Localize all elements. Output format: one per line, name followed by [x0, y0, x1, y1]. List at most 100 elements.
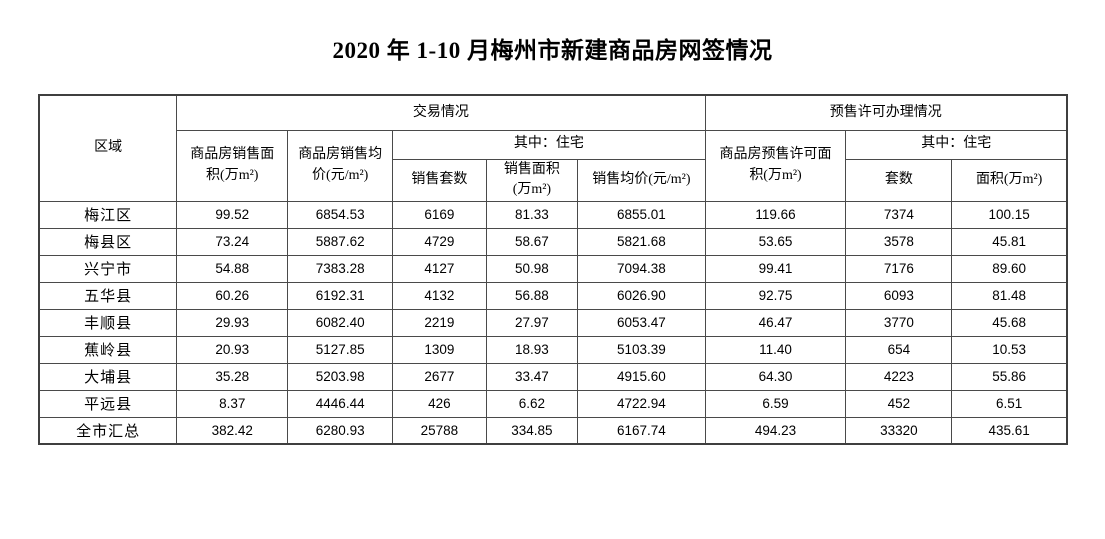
table-cell: 426	[392, 389, 487, 418]
col-header-region: 区域	[38, 94, 178, 202]
region-cell: 梅江区	[38, 200, 178, 229]
table-cell: 89.60	[951, 254, 1068, 283]
table-header: 区域 交易情况 预售许可办理情况 商品房销售面 积(万m²) 商品房销售均 价(…	[38, 94, 1068, 202]
table-cell: 6192.31	[287, 281, 394, 310]
table-cell: 7374	[845, 200, 953, 229]
table-cell: 4729	[392, 227, 487, 256]
table-cell: 6169	[392, 200, 487, 229]
table-cell: 73.24	[176, 227, 289, 256]
table-cell: 50.98	[485, 254, 579, 283]
table-cell: 64.30	[704, 362, 847, 391]
table-cell: 29.93	[176, 308, 289, 337]
table-cell: 11.40	[704, 335, 847, 364]
table-cell: 8.37	[176, 389, 289, 418]
table-cell: 5127.85	[287, 335, 394, 364]
col-header-presale-area: 商品房预售许可面 积(万m²)	[704, 129, 847, 202]
table-cell: 81.33	[485, 200, 579, 229]
table-row: 五华县 60.26 6192.31 4132 56.88 6026.90 92.…	[38, 281, 1068, 310]
table-cell: 2677	[392, 362, 487, 391]
region-cell: 兴宁市	[38, 254, 178, 283]
region-cell: 五华县	[38, 281, 178, 310]
table-cell: 33.47	[485, 362, 579, 391]
col-header-res-sales-price: 销售均价(元/m²)	[577, 158, 706, 202]
table-cell: 6.59	[704, 389, 847, 418]
document-page: 2020 年 1-10 月梅州市新建商品房网签情况 区域 交易情况 预售许可办理…	[0, 31, 1105, 445]
table-cell: 92.75	[704, 281, 847, 310]
table-cell: 27.97	[485, 308, 579, 337]
table-cell: 5887.62	[287, 227, 394, 256]
col-group-presale: 预售许可办理情况	[704, 94, 1068, 131]
table-cell: 60.26	[176, 281, 289, 310]
table-cell: 6082.40	[287, 308, 394, 337]
table-cell: 25788	[392, 416, 487, 445]
table-cell: 53.65	[704, 227, 847, 256]
table-cell: 3770	[845, 308, 953, 337]
region-cell: 梅县区	[38, 227, 178, 256]
table-cell: 7176	[845, 254, 953, 283]
table-cell: 6026.90	[577, 281, 706, 310]
table-cell: 4915.60	[577, 362, 706, 391]
region-cell: 平远县	[38, 389, 178, 418]
table-cell: 6855.01	[577, 200, 706, 229]
table-row: 大埔县 35.28 5203.98 2677 33.47 4915.60 64.…	[38, 362, 1068, 391]
table-cell: 5103.39	[577, 335, 706, 364]
table-cell: 7383.28	[287, 254, 394, 283]
table-row: 平远县 8.37 4446.44 426 6.62 4722.94 6.59 4…	[38, 389, 1068, 418]
table-cell: 1309	[392, 335, 487, 364]
table-cell: 33320	[845, 416, 953, 445]
table-cell: 55.86	[951, 362, 1068, 391]
col-group-transaction: 交易情况	[176, 94, 706, 131]
table-cell: 4722.94	[577, 389, 706, 418]
table-cell: 6093	[845, 281, 953, 310]
table-cell: 4223	[845, 362, 953, 391]
table-cell: 6167.74	[577, 416, 706, 445]
table-cell: 56.88	[485, 281, 579, 310]
table-cell: 334.85	[485, 416, 579, 445]
table-row: 丰顺县 29.93 6082.40 2219 27.97 6053.47 46.…	[38, 308, 1068, 337]
page-title: 2020 年 1-10 月梅州市新建商品房网签情况	[332, 38, 773, 63]
table-cell: 3578	[845, 227, 953, 256]
table-cell: 654	[845, 335, 953, 364]
table-cell: 81.48	[951, 281, 1068, 310]
table-row: 梅县区 73.24 5887.62 4729 58.67 5821.68 53.…	[38, 227, 1068, 256]
table-body: 梅江区 99.52 6854.53 6169 81.33 6855.01 119…	[38, 200, 1068, 445]
table-cell: 4132	[392, 281, 487, 310]
table-cell: 119.66	[704, 200, 847, 229]
table-cell: 45.81	[951, 227, 1068, 256]
header-row-subgroups: 商品房销售面 积(万m²) 商品房销售均 价(元/m²) 其中：住宅 商品房预售…	[39, 129, 1068, 202]
table-cell: 6280.93	[287, 416, 394, 445]
table-cell: 382.42	[176, 416, 289, 445]
table-cell: 452	[845, 389, 953, 418]
col-header-presale-units: 套数	[845, 158, 953, 202]
col-group-presale-residential: 其中：住宅	[845, 129, 1068, 160]
table-cell: 45.68	[951, 308, 1068, 337]
table-cell: 6854.53	[287, 200, 394, 229]
table-cell: 6053.47	[577, 308, 706, 337]
housing-signing-table: 区域 交易情况 预售许可办理情况 商品房销售面 积(万m²) 商品房销售均 价(…	[38, 94, 1068, 445]
region-cell: 蕉岭县	[38, 335, 178, 364]
table-cell: 4127	[392, 254, 487, 283]
table-cell: 58.67	[485, 227, 579, 256]
table-cell: 5821.68	[577, 227, 706, 256]
table-cell: 20.93	[176, 335, 289, 364]
header-row-groups: 区域 交易情况 预售许可办理情况	[38, 94, 1068, 202]
table-row: 蕉岭县 20.93 5127.85 1309 18.93 5103.39 11.…	[38, 335, 1068, 364]
table-cell: 35.28	[176, 362, 289, 391]
region-cell: 丰顺县	[38, 308, 178, 337]
region-cell: 全市汇总	[38, 416, 178, 445]
table-row-total: 全市汇总 382.42 6280.93 25788 334.85 6167.74…	[38, 416, 1068, 445]
table-cell: 100.15	[951, 200, 1068, 229]
table-cell: 18.93	[485, 335, 579, 364]
table-cell: 6.62	[485, 389, 579, 418]
col-header-res-sales-area: 销售面积 (万m²)	[485, 158, 579, 202]
table-cell: 2219	[392, 308, 487, 337]
table-cell: 7094.38	[577, 254, 706, 283]
col-header-units-sold: 销售套数	[392, 158, 487, 202]
table-cell: 435.61	[951, 416, 1068, 445]
table-cell: 46.47	[704, 308, 847, 337]
table-cell: 494.23	[704, 416, 847, 445]
table-cell: 54.88	[176, 254, 289, 283]
col-group-residential: 其中：住宅	[392, 129, 706, 160]
table-cell: 99.52	[176, 200, 289, 229]
region-cell: 大埔县	[38, 362, 178, 391]
